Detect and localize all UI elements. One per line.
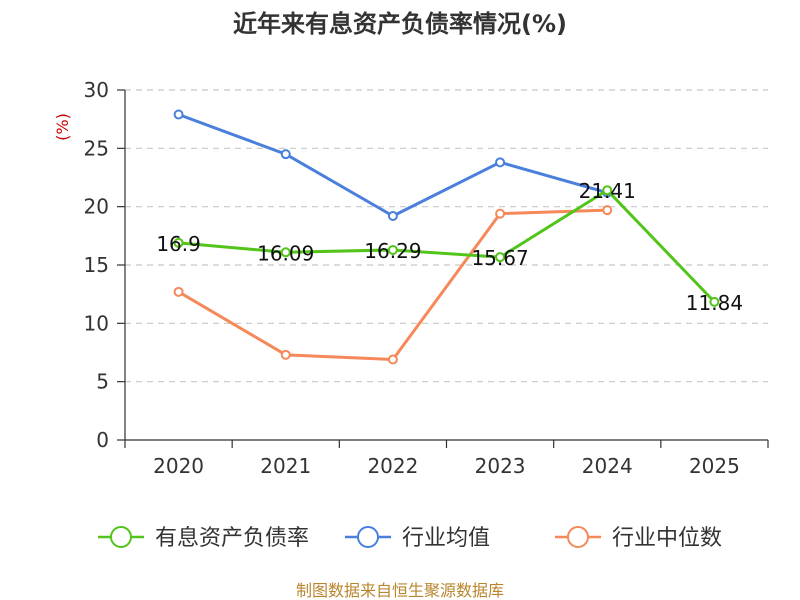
y-tick-label: 0 xyxy=(96,428,109,452)
source-note: 制图数据来自恒生聚源数据库 xyxy=(296,581,504,600)
y-tick-label: 15 xyxy=(84,253,109,277)
data-point xyxy=(602,205,613,216)
data-point xyxy=(280,247,291,258)
y-axis-label: (%) xyxy=(53,113,72,141)
data-point xyxy=(280,149,291,160)
y-tick-label: 20 xyxy=(84,195,109,219)
data-point xyxy=(495,208,506,219)
series-line-1 xyxy=(178,113,608,218)
data-labels: 16.9 16.09 16.29 15.67 21.41 11.84 xyxy=(156,179,743,315)
legend-label: 行业均值 xyxy=(402,526,490,551)
data-label: 16.9 xyxy=(156,232,201,256)
data-point xyxy=(495,157,506,168)
data-point xyxy=(387,244,398,255)
x-tick-label: 2021 xyxy=(260,454,311,478)
series-line-0 xyxy=(178,188,716,303)
data-point xyxy=(173,237,184,248)
x-tick-label: 2024 xyxy=(582,454,633,478)
data-point xyxy=(173,286,184,297)
data-point xyxy=(280,349,291,360)
x-tick-label: 2022 xyxy=(367,454,418,478)
chart-title: 近年来有息资产负债率情况(%) xyxy=(233,10,567,38)
legend-marker xyxy=(110,526,132,548)
legend-marker xyxy=(357,526,379,548)
data-point xyxy=(173,109,184,120)
data-point xyxy=(602,185,613,196)
data-label: 16.29 xyxy=(364,239,421,263)
data-label: 11.84 xyxy=(686,291,743,315)
data-label: 16.09 xyxy=(257,241,314,265)
data-point xyxy=(709,296,720,307)
legend-label: 行业中位数 xyxy=(612,526,722,551)
y-tick-label: 25 xyxy=(84,136,109,160)
data-label: 15.67 xyxy=(471,246,528,270)
grid-lines xyxy=(125,89,768,383)
legend: 有息资产负债率 行业均值 行业中位数 xyxy=(98,526,722,551)
legend-marker xyxy=(567,526,589,548)
x-tick-label: 2023 xyxy=(475,454,526,478)
series-line-2 xyxy=(177,208,608,361)
x-tick-label: 2025 xyxy=(689,454,740,478)
data-point xyxy=(387,354,398,365)
y-tick-label: 10 xyxy=(84,311,109,335)
series-lines xyxy=(173,109,720,365)
data-point xyxy=(495,252,506,263)
data-point xyxy=(387,211,398,221)
data-label: 21.41 xyxy=(579,179,636,203)
y-tick-label: 30 xyxy=(84,78,109,102)
legend-label: 有息资产负债率 xyxy=(155,526,309,551)
x-tick-label: 2020 xyxy=(153,454,204,478)
y-tick-label: 5 xyxy=(96,370,109,394)
